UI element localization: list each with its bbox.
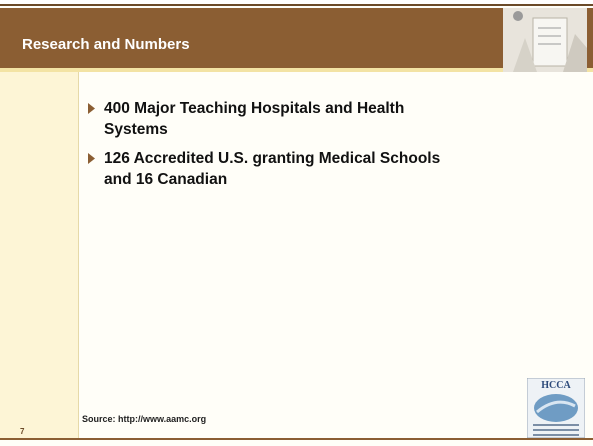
bottom-border bbox=[0, 438, 593, 440]
bullet-marker bbox=[88, 153, 96, 164]
header-photo bbox=[503, 8, 587, 72]
bullet-item: 126 Accredited U.S. granting Medical Sch… bbox=[88, 148, 468, 190]
logo: HCCA bbox=[527, 378, 585, 438]
logo-text: HCCA bbox=[541, 380, 571, 391]
top-border bbox=[0, 0, 593, 6]
bullet-marker bbox=[88, 103, 96, 114]
bullet-text: 400 Major Teaching Hospitals and Health … bbox=[104, 100, 404, 138]
slide: Research and Numbers 400 Major Teaching … bbox=[0, 0, 593, 446]
page-number: 7 bbox=[20, 427, 24, 436]
source-note: Source: http://www.aamc.org bbox=[82, 414, 206, 424]
slide-title: Research and Numbers bbox=[22, 36, 190, 53]
bullet-list: 400 Major Teaching Hospitals and Health … bbox=[88, 98, 468, 198]
bullet-item: 400 Major Teaching Hospitals and Health … bbox=[88, 98, 468, 140]
bullet-text: 126 Accredited U.S. granting Medical Sch… bbox=[104, 150, 440, 188]
left-margin bbox=[0, 68, 79, 438]
